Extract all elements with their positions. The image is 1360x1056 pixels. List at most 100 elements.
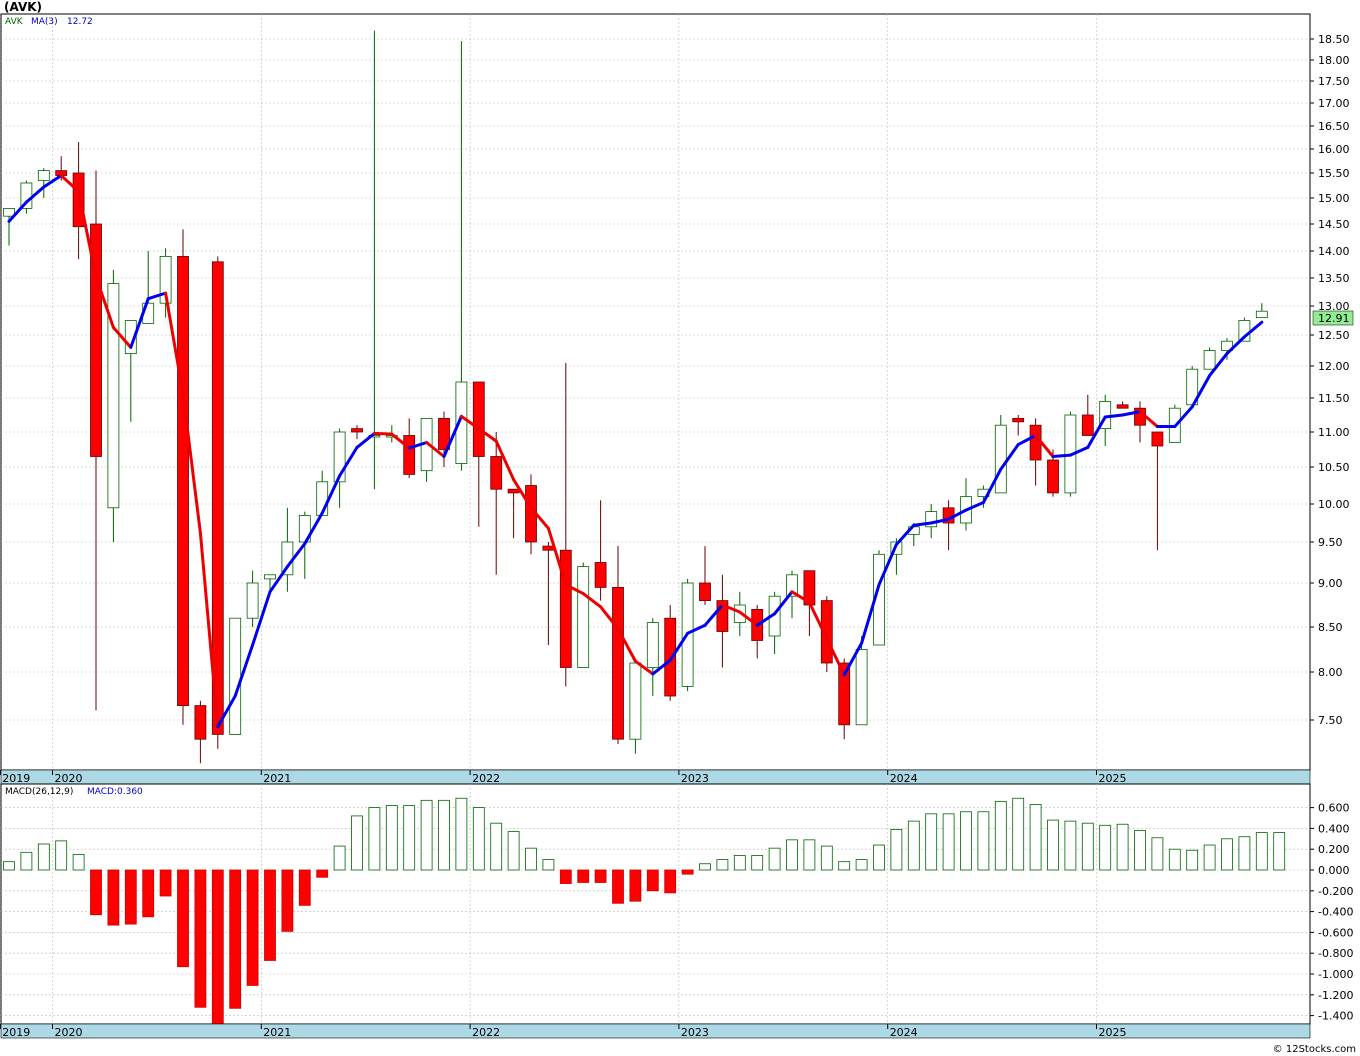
candle [1081,394,1094,436]
price-y-tick-label: 14.00 [1318,245,1350,258]
ma-segment [860,583,881,645]
macd-bar [333,845,346,871]
ma-segment [459,414,481,431]
ma-segment [686,623,707,635]
candle-body [194,705,207,740]
macd-y-tick-label: 0.600 [1318,802,1350,815]
candle-body [229,617,242,735]
date-tick-label: 2019 [2,1026,30,1039]
date-tick-label: 2022 [472,1026,500,1039]
price-y-axis: 7.50 8.00 8.50 9.00 9.50 10.00 10.50 11.00 11.50… [1310,33,1350,727]
candle-body [820,600,833,664]
candle-body [1029,424,1042,461]
date-tick-label: 2020 [55,1026,83,1039]
candle [559,362,572,687]
ma-segment [842,641,864,677]
macd-bar [159,869,172,897]
candle [229,617,242,735]
candle-body [664,617,677,697]
legend-ma-value: 12.72 [67,17,93,27]
macd-bar [716,859,729,871]
macd-bar [768,847,781,871]
macd-bar [681,869,694,875]
macd-bar [577,869,590,883]
date-tick-label: 2024 [890,1026,918,1039]
ma-segment [1121,410,1142,417]
macd-bar [838,861,851,871]
ma-segment [999,443,1020,471]
ma-segment [1242,320,1264,339]
ma-segment [1103,413,1125,419]
candle [855,636,868,726]
ma-segment [668,631,690,662]
macd-bar [629,869,642,902]
price-y-tick-label: 17.50 [1318,75,1350,88]
macd-bar [594,869,607,883]
macd-bar [960,811,972,871]
macd-bar [907,820,920,871]
candle [664,605,677,701]
ma-segment [738,610,759,627]
candle [612,546,624,744]
candle-body [1047,459,1059,494]
candle [211,256,224,749]
candle [646,618,659,696]
date-tick-label: 2021 [263,772,291,785]
ma-line [7,174,1264,729]
macd-bar [438,799,450,871]
price-y-tick-label: 15.00 [1318,192,1350,205]
candle-body [629,662,642,740]
candle-body [1221,340,1233,351]
candles [3,30,1268,764]
macd-bar [1221,838,1233,871]
candle-body [507,488,520,494]
ma-segment [164,291,185,396]
candle [264,574,276,592]
candle-body [994,424,1007,494]
ma-segment [790,590,811,604]
ma-segment [1208,352,1229,378]
candle-body [351,428,363,433]
candle [159,248,172,318]
ma-segment [7,200,28,223]
candle [1012,415,1025,436]
macd-bar [1255,832,1268,871]
ma-segment [268,565,289,594]
ma-segment [1173,405,1194,429]
candle [716,574,729,668]
macd-y-tick-label: -0.200 [1318,885,1353,898]
ma-segment [581,592,603,609]
price-y-tick-label: 13.50 [1318,272,1350,285]
price-y-tick-label: 7.50 [1318,714,1343,727]
candle-body [1151,431,1164,447]
macd-bar [646,869,659,892]
date-tick-label: 2019 [2,772,30,785]
macd-bar [316,869,329,878]
macd-bars [3,797,1286,1025]
ma-segment [1034,434,1055,458]
candle [490,432,503,575]
macd-bar [1047,819,1059,871]
candle [351,425,363,439]
date-tick-label: 2023 [681,772,709,785]
price-y-tick-label: 13.00 [1318,300,1350,313]
macd-y-tick-label: -1.200 [1318,989,1353,1002]
macd-bar [351,815,363,871]
candle-body [716,600,729,632]
price-y-tick-label: 16.00 [1318,143,1350,156]
ma-segment [912,521,933,527]
macd-bar [264,869,276,961]
candle-body [1203,350,1216,370]
macd-bar [1151,837,1164,871]
macd-y-tick-label: 0.000 [1318,864,1350,877]
candle-body [925,511,938,528]
ma-segment [198,531,220,729]
ma-segment [564,583,585,596]
ma-segment [929,517,951,525]
candle-body [612,587,624,740]
date-band [0,1023,1311,1039]
candle [72,142,85,260]
candle [333,428,346,508]
ma-segment [181,392,202,535]
